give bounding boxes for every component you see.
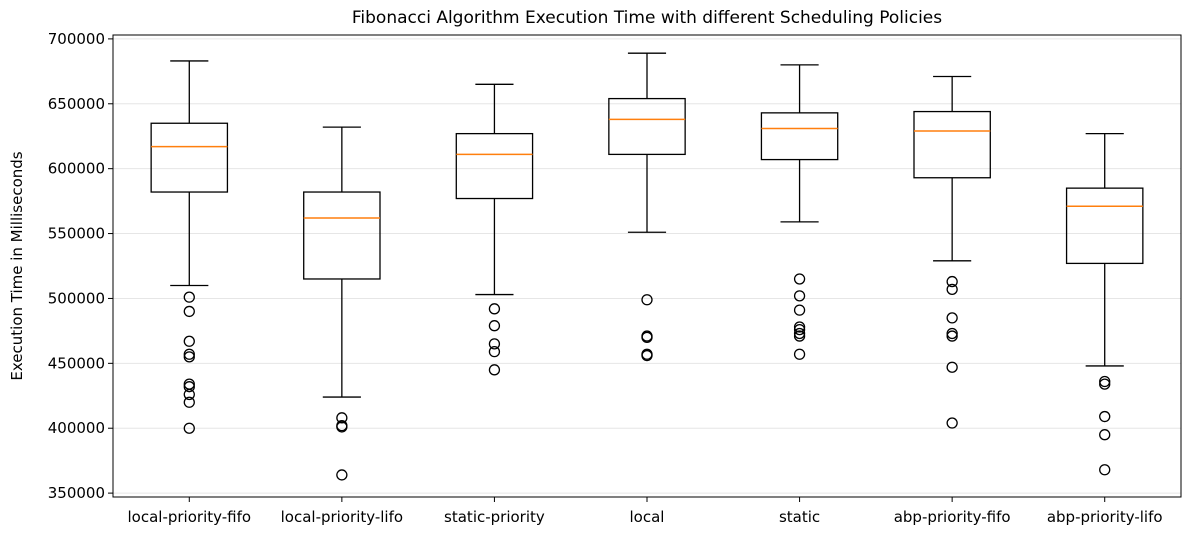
x-tick-label: local [630,508,665,526]
grid-lines [113,38,1181,494]
outlier-point [488,338,501,350]
iqr-box [1065,187,1144,265]
box-static-priority [455,83,534,376]
outlier-point [1099,464,1111,476]
y-tick-label: 450000 [48,354,105,372]
iqr-box [455,132,534,200]
y-axis-label: Execution Time in Milliseconds [8,151,26,380]
outlier-point [488,364,501,376]
outlier-point [946,283,958,296]
outlier-point [183,305,195,318]
outlier-point [1099,429,1111,441]
outlier-point [1099,378,1111,390]
outlier-point [641,331,653,344]
outlier-point [793,330,806,342]
x-tick-label: static-priority [444,508,545,526]
outlier-point [946,417,958,429]
y-tick-label: 600000 [48,160,105,178]
y-tick-label: 550000 [48,225,105,243]
box-local-priority-lifo [303,126,381,481]
outlier-point [946,312,958,324]
outlier-point [183,291,195,303]
plot-frame [112,34,1182,498]
outlier-point [641,294,653,306]
x-tick-label: static [779,508,820,526]
x-tick-label: abp-priority-lifo [1047,508,1163,526]
box-local-priority-fifo [150,60,229,434]
box-plots [150,52,1144,481]
outlier-point [1099,410,1111,423]
box-static [760,64,839,360]
outlier-point [793,304,806,316]
outlier-point [793,273,806,285]
outlier-point [336,421,348,433]
outlier-point [488,303,501,315]
outlier-point [946,330,958,342]
outlier-point [183,422,195,434]
outlier-point [336,469,348,481]
outlier-point [793,323,806,336]
axes: 350000 400000 450000 500000 550000 600000 6500… [48,30,1182,526]
box-local [608,52,686,362]
iqr-box [150,122,229,193]
outlier-point [946,275,958,288]
outlier-point [183,388,195,401]
y-tick-label: 650000 [48,95,105,113]
outlier-point [793,348,806,360]
outlier-point [183,381,195,393]
box-abp-priority-fifo [913,75,991,429]
iqr-box [608,97,686,156]
y-tick-label: 350000 [48,484,105,502]
outlier-point [488,346,501,358]
box-abp-priority-lifo [1065,132,1144,476]
chart-title: Fibonacci Algorithm Execution Time with … [352,8,942,28]
y-tick-label: 400000 [48,419,105,437]
iqr-box [913,110,991,179]
outlier-point [488,320,501,332]
outlier-point [183,396,195,408]
outlier-point [183,351,195,363]
x-tick-label: local-priority-lifo [281,508,403,526]
outlier-point [183,335,195,347]
x-tick-label: local-priority-fifo [128,508,252,526]
iqr-box [760,112,839,161]
outlier-point [946,361,958,373]
iqr-box [303,191,381,280]
y-tick-label: 500000 [48,289,105,307]
x-tick-label: abp-priority-fifo [894,508,1011,526]
y-tick-label: 700000 [48,30,105,48]
outlier-point [793,290,806,302]
outlier-point [641,349,653,362]
outlier-point [336,412,348,424]
